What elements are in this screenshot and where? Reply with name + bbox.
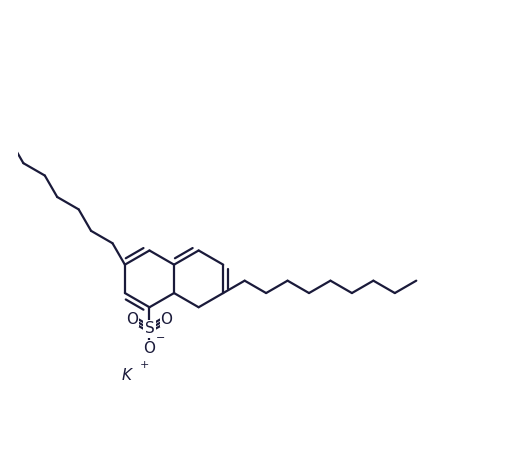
Text: S: S xyxy=(145,321,154,337)
Text: K: K xyxy=(122,368,132,383)
Text: O: O xyxy=(160,312,173,327)
Text: O: O xyxy=(126,312,138,327)
Text: −: − xyxy=(156,333,166,344)
Text: +: + xyxy=(140,360,149,370)
Text: O: O xyxy=(144,341,156,356)
